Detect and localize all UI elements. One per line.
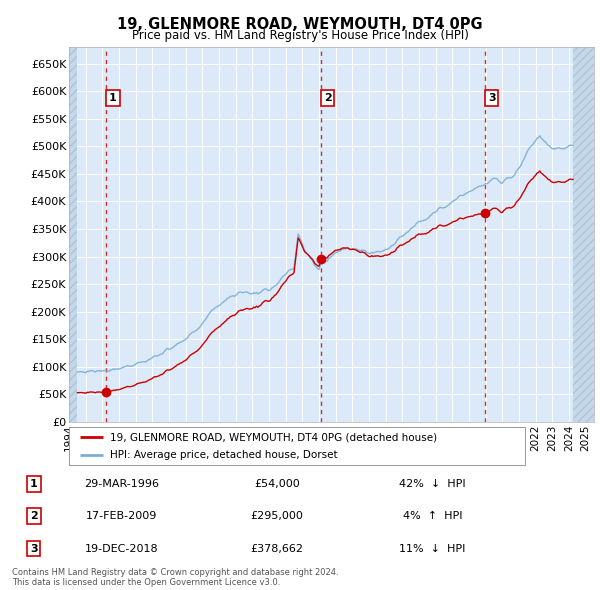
Text: 19-DEC-2018: 19-DEC-2018 (85, 544, 158, 553)
Text: 19, GLENMORE ROAD, WEYMOUTH, DT4 0PG: 19, GLENMORE ROAD, WEYMOUTH, DT4 0PG (117, 17, 483, 31)
Text: 3: 3 (30, 544, 38, 553)
Text: 17-FEB-2009: 17-FEB-2009 (86, 512, 157, 521)
Text: 42%  ↓  HPI: 42% ↓ HPI (399, 479, 466, 489)
Text: 2: 2 (324, 93, 332, 103)
Text: 4%  ↑  HPI: 4% ↑ HPI (403, 512, 462, 521)
Text: £54,000: £54,000 (254, 479, 300, 489)
Bar (69, 47, 77, 422)
Text: 1: 1 (30, 479, 38, 489)
Text: HPI: Average price, detached house, Dorset: HPI: Average price, detached house, Dors… (110, 450, 338, 460)
Text: £295,000: £295,000 (251, 512, 304, 521)
Text: 3: 3 (488, 93, 496, 103)
Text: 19, GLENMORE ROAD, WEYMOUTH, DT4 0PG (detached house): 19, GLENMORE ROAD, WEYMOUTH, DT4 0PG (de… (110, 432, 437, 442)
Text: Price paid vs. HM Land Registry's House Price Index (HPI): Price paid vs. HM Land Registry's House … (131, 30, 469, 42)
Text: £378,662: £378,662 (250, 544, 304, 553)
Bar (573, 47, 594, 422)
Text: 11%  ↓  HPI: 11% ↓ HPI (399, 544, 466, 553)
Text: 29-MAR-1996: 29-MAR-1996 (84, 479, 159, 489)
Text: 2: 2 (30, 512, 38, 521)
Text: 1: 1 (109, 93, 117, 103)
Text: Contains HM Land Registry data © Crown copyright and database right 2024.
This d: Contains HM Land Registry data © Crown c… (12, 568, 338, 587)
